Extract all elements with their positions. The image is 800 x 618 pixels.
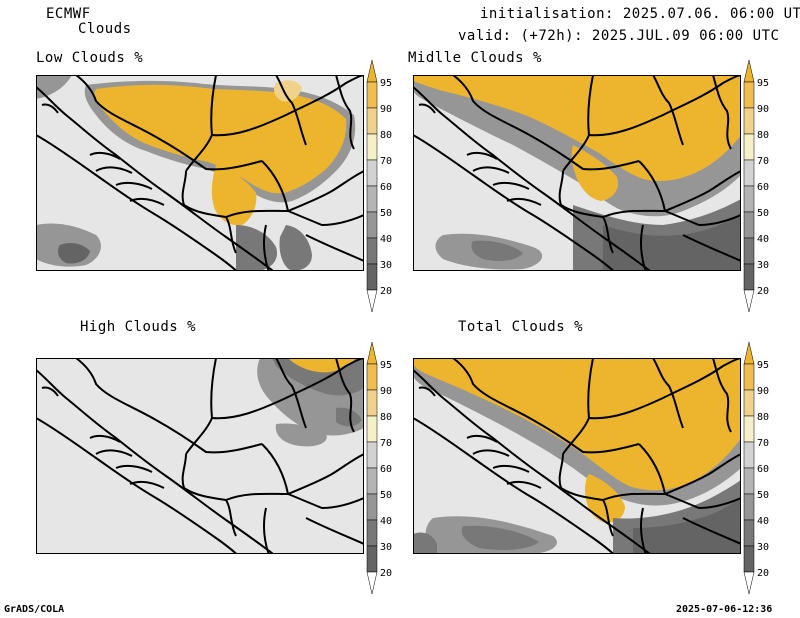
footer-timestamp: 2025-07-06-12:36: [676, 604, 773, 615]
colorbar-segment: [366, 467, 378, 495]
colorbar-label: 90: [757, 386, 769, 397]
colorbar-segment: [366, 159, 378, 187]
colorbar-segment: [743, 107, 755, 135]
colorbar-label: 20: [757, 568, 769, 579]
colorbar-label: 20: [380, 568, 392, 579]
colorbar-label: 40: [757, 234, 769, 245]
colorbar-segment: [743, 467, 755, 495]
colorbar-segment: [743, 133, 755, 161]
colorbar-middle: 95 90 80 70 60 50 40 30 20: [743, 59, 769, 313]
colorbar-bottom-triangle: [743, 571, 755, 595]
colorbar-segment: [743, 159, 755, 187]
colorbar-segment: [366, 185, 378, 213]
panel-title-low: Low Clouds %: [36, 50, 144, 66]
colorbar-segment: [366, 389, 378, 417]
colorbar-label: 40: [380, 234, 392, 245]
colorbar-label: 95: [757, 78, 769, 89]
colorbar-segment: [743, 545, 755, 573]
colorbar-label: 50: [757, 490, 769, 501]
colorbar-high: 95 90 80 70 60 50 40 30 20: [366, 341, 392, 595]
colorbar-segment: [366, 107, 378, 135]
colorbar-bottom-triangle: [366, 289, 378, 313]
colorbar-label: 30: [757, 260, 769, 271]
colorbar-segment: [743, 389, 755, 417]
colorbar-label: 60: [380, 182, 392, 193]
colorbar-segment: [366, 519, 378, 547]
colorbar-label: 70: [757, 438, 769, 449]
colorbar-label: 70: [757, 156, 769, 167]
valid-time: valid: (+72h): 2025.JUL.09 06:00 UTC: [458, 28, 780, 44]
colorbar-segment: [366, 441, 378, 469]
colorbar-label: 50: [380, 490, 392, 501]
total-clouds-map: [413, 358, 741, 554]
colorbar-segment: [366, 133, 378, 161]
panel-title-total: Total Clouds %: [458, 319, 584, 335]
parameter-name: Clouds: [78, 21, 132, 37]
colorbar-top-triangle: [366, 59, 378, 83]
colorbar-label: 95: [380, 360, 392, 371]
panel-title-middle: Midlle Clouds %: [408, 50, 542, 66]
colorbar-segment: [743, 185, 755, 213]
colorbar-segment: [743, 211, 755, 239]
colorbar-segment: [743, 81, 755, 109]
colorbar-label: 80: [380, 412, 392, 423]
colorbar-label: 20: [757, 286, 769, 297]
colorbar-segment: [743, 415, 755, 443]
colorbar-top-triangle: [366, 341, 378, 365]
colorbar-label: 40: [757, 516, 769, 527]
colorbar-label: 60: [757, 464, 769, 475]
colorbar-label: 70: [380, 438, 392, 449]
colorbar-low: 95 90 80 70 60 50 40 30 20: [366, 59, 392, 313]
colorbar-label: 80: [757, 130, 769, 141]
colorbar-segment: [366, 237, 378, 265]
colorbar-segment: [366, 493, 378, 521]
colorbar-label: 50: [380, 208, 392, 219]
colorbar-label: 80: [757, 412, 769, 423]
colorbar-label: 90: [380, 386, 392, 397]
footer-credit: GrADS/COLA: [4, 604, 65, 615]
colorbar-label: 70: [380, 156, 392, 167]
colorbar-segment: [366, 545, 378, 573]
colorbar-label: 50: [757, 208, 769, 219]
colorbar-total: 95 90 80 70 60 50 40 30 20: [743, 341, 769, 595]
middle-clouds-map: [413, 75, 741, 271]
colorbar-label: 40: [380, 516, 392, 527]
colorbar-segment: [743, 263, 755, 291]
initialisation-time: initialisation: 2025.07.06. 06:00 UTC: [480, 6, 800, 22]
colorbar-label: 95: [380, 78, 392, 89]
high-clouds-map: [36, 358, 364, 554]
colorbar-segment: [743, 493, 755, 521]
colorbar-label: 95: [757, 360, 769, 371]
colorbar-label: 30: [757, 542, 769, 553]
colorbar-segment: [743, 363, 755, 391]
colorbar-label: 60: [380, 464, 392, 475]
colorbar-segment: [743, 519, 755, 547]
colorbar-label: 90: [757, 104, 769, 115]
colorbar-label: 20: [380, 286, 392, 297]
colorbar-segment: [366, 263, 378, 291]
panel-title-high: High Clouds %: [80, 319, 197, 335]
colorbar-segment: [366, 211, 378, 239]
colorbar-top-triangle: [743, 59, 755, 83]
model-name: ECMWF: [46, 6, 91, 22]
colorbar-segment: [743, 237, 755, 265]
colorbar-top-triangle: [743, 341, 755, 365]
colorbar-label: 30: [380, 542, 392, 553]
colorbar-segment: [366, 415, 378, 443]
colorbar-segment: [366, 81, 378, 109]
colorbar-segment: [366, 363, 378, 391]
colorbar-bottom-triangle: [743, 289, 755, 313]
low-clouds-map: [36, 75, 364, 271]
colorbar-label: 30: [380, 260, 392, 271]
colorbar-label: 80: [380, 130, 392, 141]
colorbar-label: 60: [757, 182, 769, 193]
colorbar-label: 90: [380, 104, 392, 115]
colorbar-segment: [743, 441, 755, 469]
colorbar-bottom-triangle: [366, 571, 378, 595]
